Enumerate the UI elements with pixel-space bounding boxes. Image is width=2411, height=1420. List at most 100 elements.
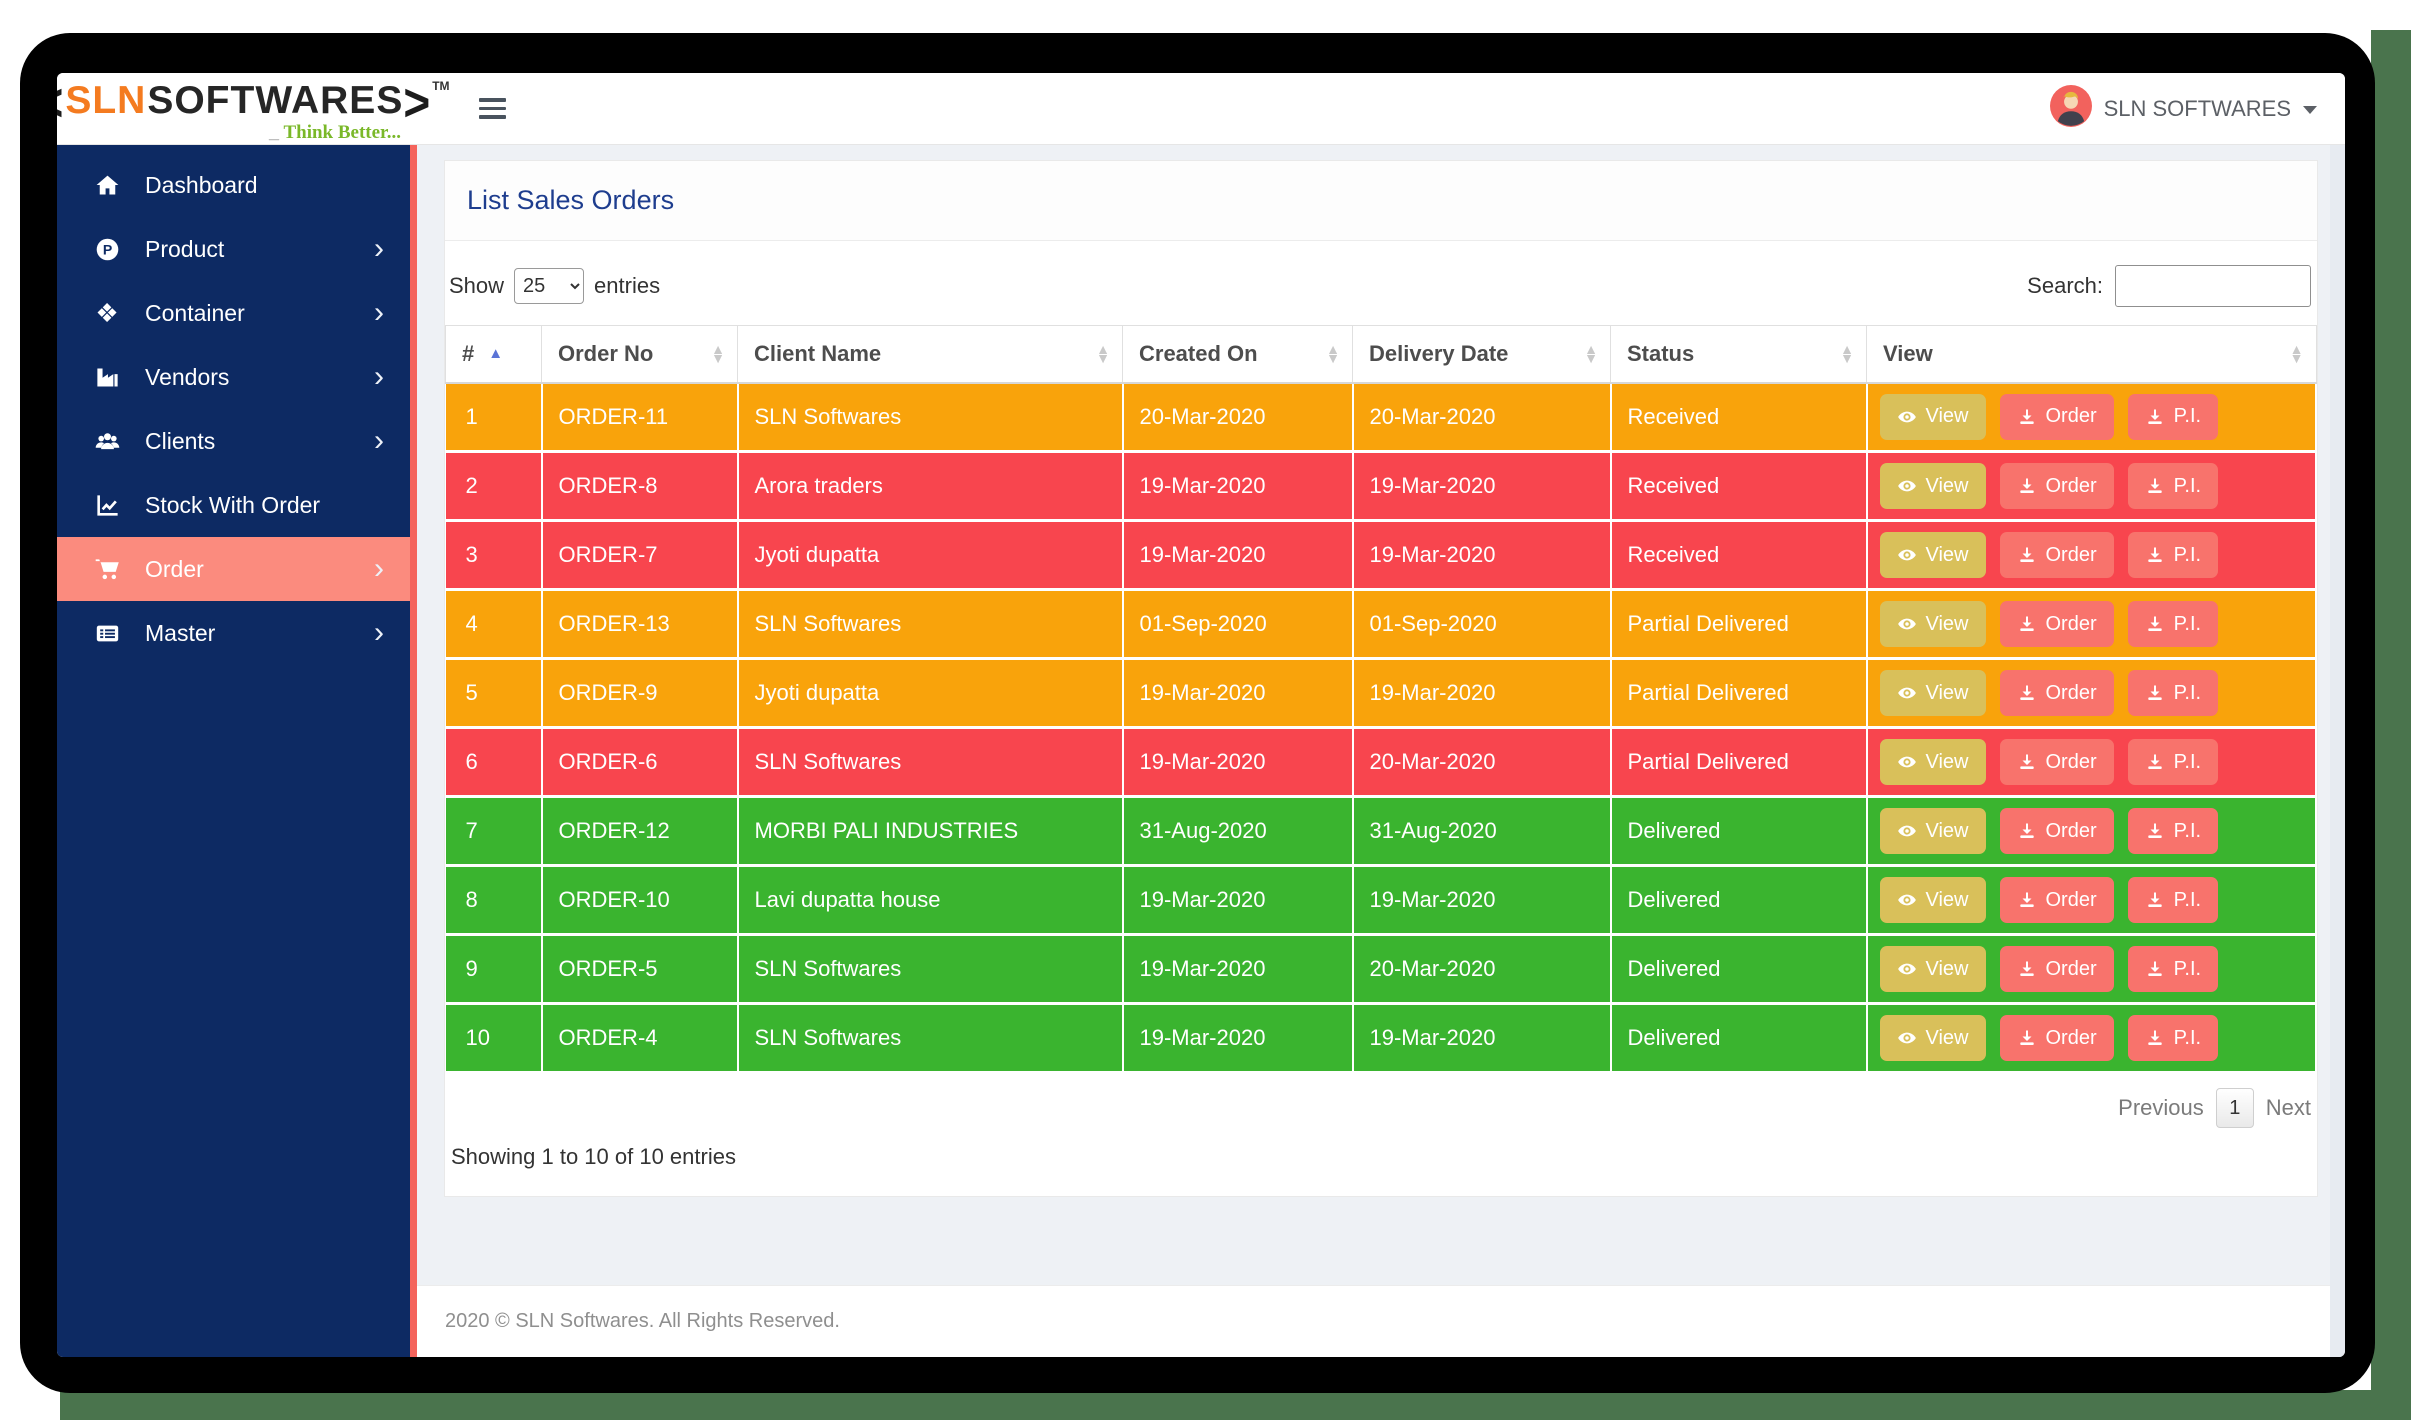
- row-number: 5: [445, 658, 543, 729]
- delivery-date: 31-Aug-2020: [1352, 796, 1612, 867]
- tagline-text: Think Better...: [283, 122, 401, 143]
- order-no: ORDER-5: [541, 934, 739, 1005]
- order-download-button[interactable]: Order: [1999, 1015, 2114, 1061]
- search-input[interactable]: [2115, 265, 2311, 307]
- eye-icon: [1897, 1028, 1917, 1048]
- button-label: P.I.: [2173, 957, 2202, 980]
- order-status: Delivered: [1610, 934, 1868, 1005]
- download-icon: [2017, 959, 2037, 979]
- column-header-num[interactable]: # ▲: [445, 325, 542, 384]
- view-button[interactable]: View: [1879, 946, 1986, 992]
- column-header-client-name[interactable]: Client Name ▲ ▼: [737, 325, 1123, 384]
- pi-download-button[interactable]: P.I.: [2127, 877, 2219, 923]
- view-button[interactable]: View: [1879, 1015, 1986, 1061]
- sort-icons: ▲ ▼: [711, 341, 725, 366]
- brand-tagline: _ Think Better...: [269, 123, 401, 142]
- previous-button[interactable]: Previous: [2118, 1095, 2204, 1120]
- order-status: Delivered: [1610, 1003, 1868, 1074]
- client-name: SLN Softwares: [737, 382, 1124, 453]
- order-download-button[interactable]: Order: [1999, 532, 2114, 578]
- order-status: Delivered: [1610, 865, 1868, 936]
- order-download-button[interactable]: Order: [1999, 808, 2114, 854]
- button-label: P.I.: [2173, 750, 2202, 773]
- page-1-button[interactable]: 1: [2215, 1088, 2254, 1128]
- pi-download-button[interactable]: P.I.: [2127, 946, 2219, 992]
- column-header-delivery-date[interactable]: Delivery Date ▲ ▼: [1352, 325, 1611, 384]
- row-number: 4: [445, 589, 543, 660]
- order-download-button[interactable]: Order: [1999, 739, 2114, 785]
- table-row: 4 ORDER-13 SLN Softwares 01-Sep-2020 01-Sep-…: [445, 589, 2317, 660]
- view-button[interactable]: View: [1879, 532, 1986, 578]
- table-header-row: # ▲ Order No ▲ ▼ Client Name ▲ ▼ Created On ▲ ▼ Del…: [445, 325, 2317, 384]
- pi-download-button[interactable]: P.I.: [2127, 463, 2219, 509]
- pi-download-button[interactable]: P.I.: [2127, 532, 2219, 578]
- sidebar-item-vendors[interactable]: Vendors ›: [57, 345, 410, 409]
- button-label: Order: [2045, 405, 2097, 428]
- hamburger-menu-icon[interactable]: [471, 90, 514, 127]
- desktop-background: [2371, 30, 2411, 1420]
- created-on: 20-Mar-2020: [1122, 382, 1354, 453]
- brand-logo[interactable]: < SLN SOFTWARES > TM _ Think Better...: [57, 75, 450, 142]
- download-icon: [2145, 476, 2165, 496]
- sidebar-item-product[interactable]: P Product ›: [57, 217, 410, 281]
- app-window: < SLN SOFTWARES > TM _ Think Better...: [57, 73, 2345, 1357]
- row-number: 8: [445, 865, 543, 936]
- view-button[interactable]: View: [1879, 670, 1986, 716]
- page-size-select[interactable]: 25: [514, 268, 585, 304]
- download-icon: [2145, 959, 2165, 979]
- copyright-text: 2020 © SLN Softwares. All Rights Reserve…: [445, 1310, 840, 1332]
- order-no: ORDER-12: [541, 796, 739, 867]
- sidebar-item-dashboard[interactable]: Dashboard: [57, 153, 410, 217]
- order-download-button[interactable]: Order: [1999, 463, 2114, 509]
- pi-download-button[interactable]: P.I.: [2127, 601, 2219, 647]
- column-header-status[interactable]: Status ▲ ▼: [1610, 325, 1867, 384]
- pi-download-button[interactable]: P.I.: [2127, 808, 2219, 854]
- sidebar-item-stock-with-order[interactable]: Stock With Order: [57, 473, 410, 537]
- button-label: P.I.: [2173, 819, 2202, 842]
- order-download-button[interactable]: Order: [1999, 877, 2114, 923]
- sidebar-item-container[interactable]: ❖ Container ›: [57, 281, 410, 345]
- view-button[interactable]: View: [1879, 808, 1986, 854]
- eye-icon: [1897, 476, 1917, 496]
- delivery-date: 20-Mar-2020: [1352, 934, 1612, 1005]
- column-header-order-no[interactable]: Order No ▲ ▼: [541, 325, 738, 384]
- show-entries-control: Show 25 entries: [449, 268, 660, 304]
- view-button[interactable]: View: [1879, 739, 1986, 785]
- sidebar-accent-stripe: [410, 145, 417, 1357]
- table-row: 10 ORDER-4 SLN Softwares 19-Mar-2020 19-Mar-…: [445, 1003, 2317, 1074]
- created-on: 19-Mar-2020: [1122, 934, 1354, 1005]
- client-name: Lavi dupatta house: [737, 865, 1124, 936]
- order-download-button[interactable]: Order: [1999, 393, 2114, 440]
- client-name: Arora traders: [737, 451, 1124, 522]
- eye-icon: [1897, 407, 1917, 427]
- row-actions: View Order P.I.: [1866, 589, 2317, 660]
- view-button[interactable]: View: [1879, 393, 1986, 440]
- delivery-date: 20-Mar-2020: [1352, 382, 1612, 453]
- view-button[interactable]: View: [1879, 463, 1986, 509]
- order-status: Delivered: [1610, 796, 1868, 867]
- button-label: Order: [2045, 681, 2097, 704]
- order-no: ORDER-11: [541, 382, 739, 453]
- eye-icon: [1897, 683, 1917, 703]
- column-header-created-on[interactable]: Created On ▲ ▼: [1122, 325, 1353, 384]
- table-row: 5 ORDER-9 Jyoti dupatta 19-Mar-2020 19-Mar-2…: [445, 658, 2317, 729]
- order-download-button[interactable]: Order: [1999, 670, 2114, 716]
- pi-download-button[interactable]: P.I.: [2127, 393, 2219, 440]
- order-download-button[interactable]: Order: [1999, 601, 2114, 647]
- button-label: View: [1925, 957, 1969, 980]
- view-button[interactable]: View: [1879, 877, 1986, 923]
- pi-download-button[interactable]: P.I.: [2127, 1015, 2219, 1061]
- view-button[interactable]: View: [1879, 601, 1986, 647]
- next-button[interactable]: Next: [2265, 1095, 2311, 1120]
- download-icon: [2017, 476, 2037, 496]
- sidebar-item-master[interactable]: Master ›: [57, 601, 410, 665]
- order-download-button[interactable]: Order: [1999, 946, 2114, 992]
- client-name: SLN Softwares: [737, 727, 1124, 798]
- sidebar-item-clients[interactable]: Clients ›: [57, 409, 410, 473]
- column-header-view[interactable]: View ▲ ▼: [1866, 325, 2317, 384]
- user-menu[interactable]: SLN SOFTWARES: [2049, 85, 2317, 132]
- pi-download-button[interactable]: P.I.: [2127, 739, 2219, 785]
- sidebar-item-order[interactable]: Order ›: [57, 537, 410, 601]
- scrollbar[interactable]: [2330, 145, 2345, 1357]
- pi-download-button[interactable]: P.I.: [2127, 670, 2219, 716]
